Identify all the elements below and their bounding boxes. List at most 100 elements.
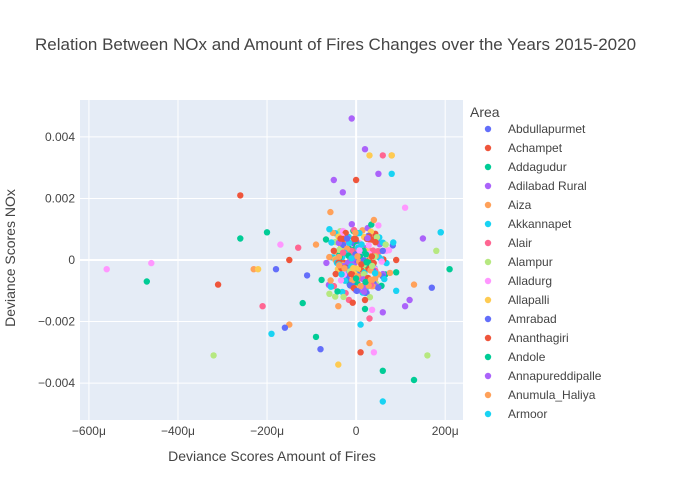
data-point	[318, 276, 325, 284]
data-point	[352, 275, 360, 282]
data-point	[368, 253, 376, 260]
y-tick-label: −0.004	[38, 376, 75, 390]
data-point	[419, 235, 427, 242]
data-point	[378, 258, 385, 265]
legend-item[interactable]: Alampur	[484, 255, 553, 269]
data-point	[388, 152, 395, 159]
legend-label: Alampur	[508, 255, 553, 269]
data-point	[366, 315, 373, 322]
legend-item[interactable]: Andole	[484, 350, 546, 364]
data-point	[335, 361, 342, 368]
data-point	[214, 281, 222, 288]
data-points	[103, 115, 453, 405]
legend-marker	[484, 258, 492, 266]
data-point	[339, 288, 346, 296]
legend-item[interactable]: Allapalli	[484, 293, 550, 307]
legend-item[interactable]: Armoor	[484, 407, 548, 421]
data-point	[433, 247, 440, 254]
data-point	[368, 306, 376, 313]
data-point	[348, 221, 355, 228]
legend-item[interactable]: Ananthagiri	[484, 331, 569, 345]
y-tick-label: 0	[68, 253, 75, 267]
data-point	[272, 266, 280, 273]
x-tick-label: −400μ	[161, 424, 195, 438]
legend-item[interactable]: Addagudur	[484, 160, 567, 174]
legend-label: Adilabad Rural	[508, 179, 587, 193]
data-point	[365, 242, 372, 249]
data-point	[337, 235, 344, 242]
data-point	[371, 270, 379, 277]
data-point	[327, 277, 334, 284]
data-point	[358, 241, 365, 248]
legend-marker	[484, 410, 492, 418]
data-point	[361, 146, 369, 153]
legend-item[interactable]: Amrabad	[484, 312, 557, 326]
data-point	[406, 296, 413, 304]
data-point	[349, 299, 356, 306]
data-point	[334, 288, 341, 295]
legend-item[interactable]: Achampet	[484, 141, 563, 155]
data-point	[332, 293, 339, 300]
data-point	[362, 251, 370, 258]
y-tick-label: 0.002	[45, 191, 75, 205]
data-point	[210, 352, 217, 359]
legend-marker	[484, 201, 492, 209]
data-point	[357, 282, 364, 290]
data-point	[379, 152, 386, 159]
data-point	[354, 253, 361, 260]
data-point	[330, 176, 337, 184]
data-point	[268, 330, 275, 337]
legend-label: Achampet	[508, 141, 563, 155]
legend-item[interactable]: Alair	[484, 236, 532, 250]
legend-label: Ananthagiri	[508, 331, 569, 345]
legend-item[interactable]: Alladurg	[484, 274, 552, 288]
data-point	[348, 115, 355, 122]
legend-item[interactable]: Annapureddipalle	[484, 369, 602, 383]
legend-label: Annapureddipalle	[508, 369, 602, 383]
data-point	[366, 339, 373, 347]
data-point	[350, 264, 357, 272]
data-point	[428, 284, 435, 291]
legend-label: Alladurg	[508, 274, 552, 288]
data-point	[326, 290, 333, 297]
data-point	[401, 303, 409, 310]
legend-item[interactable]: Akkannapet	[484, 217, 572, 231]
legend-marker	[484, 372, 492, 380]
data-point	[352, 176, 360, 184]
legend[interactable]: Abdullapurmet Achampet Addagudur Adilabad R…	[484, 122, 602, 421]
data-point	[326, 226, 333, 233]
legend-marker	[484, 353, 492, 361]
legend-marker	[484, 220, 492, 228]
data-point	[254, 266, 262, 273]
data-point	[344, 235, 351, 242]
data-point	[143, 278, 150, 285]
legend-marker	[484, 277, 492, 285]
legend-label: Addagudur	[508, 160, 567, 174]
data-point	[326, 253, 333, 261]
legend-item[interactable]: Abdullapurmet	[484, 122, 586, 136]
data-point	[350, 235, 358, 242]
data-point	[369, 262, 376, 270]
legend-item[interactable]: Adilabad Rural	[484, 179, 587, 193]
data-point	[424, 352, 431, 359]
data-point	[410, 281, 418, 288]
data-point	[263, 229, 271, 236]
x-tick-label: 0	[353, 424, 360, 438]
legend-label: Allapalli	[508, 293, 549, 307]
data-point	[148, 259, 155, 267]
legend-marker	[484, 239, 492, 247]
data-point	[410, 376, 418, 384]
legend-item[interactable]: Aiza	[484, 198, 532, 212]
data-point	[357, 349, 364, 356]
y-axis-label: Deviance Scores NOx	[2, 189, 18, 327]
data-point	[363, 259, 370, 266]
legend-marker	[484, 334, 492, 342]
legend-title: Area	[470, 104, 500, 120]
data-point	[375, 284, 382, 291]
legend-label: Aiza	[508, 198, 532, 212]
legend-item[interactable]: Anumula_Haliya	[484, 388, 596, 402]
data-point	[339, 249, 347, 256]
data-point	[379, 247, 386, 254]
legend-label: Abdullapurmet	[508, 122, 586, 136]
